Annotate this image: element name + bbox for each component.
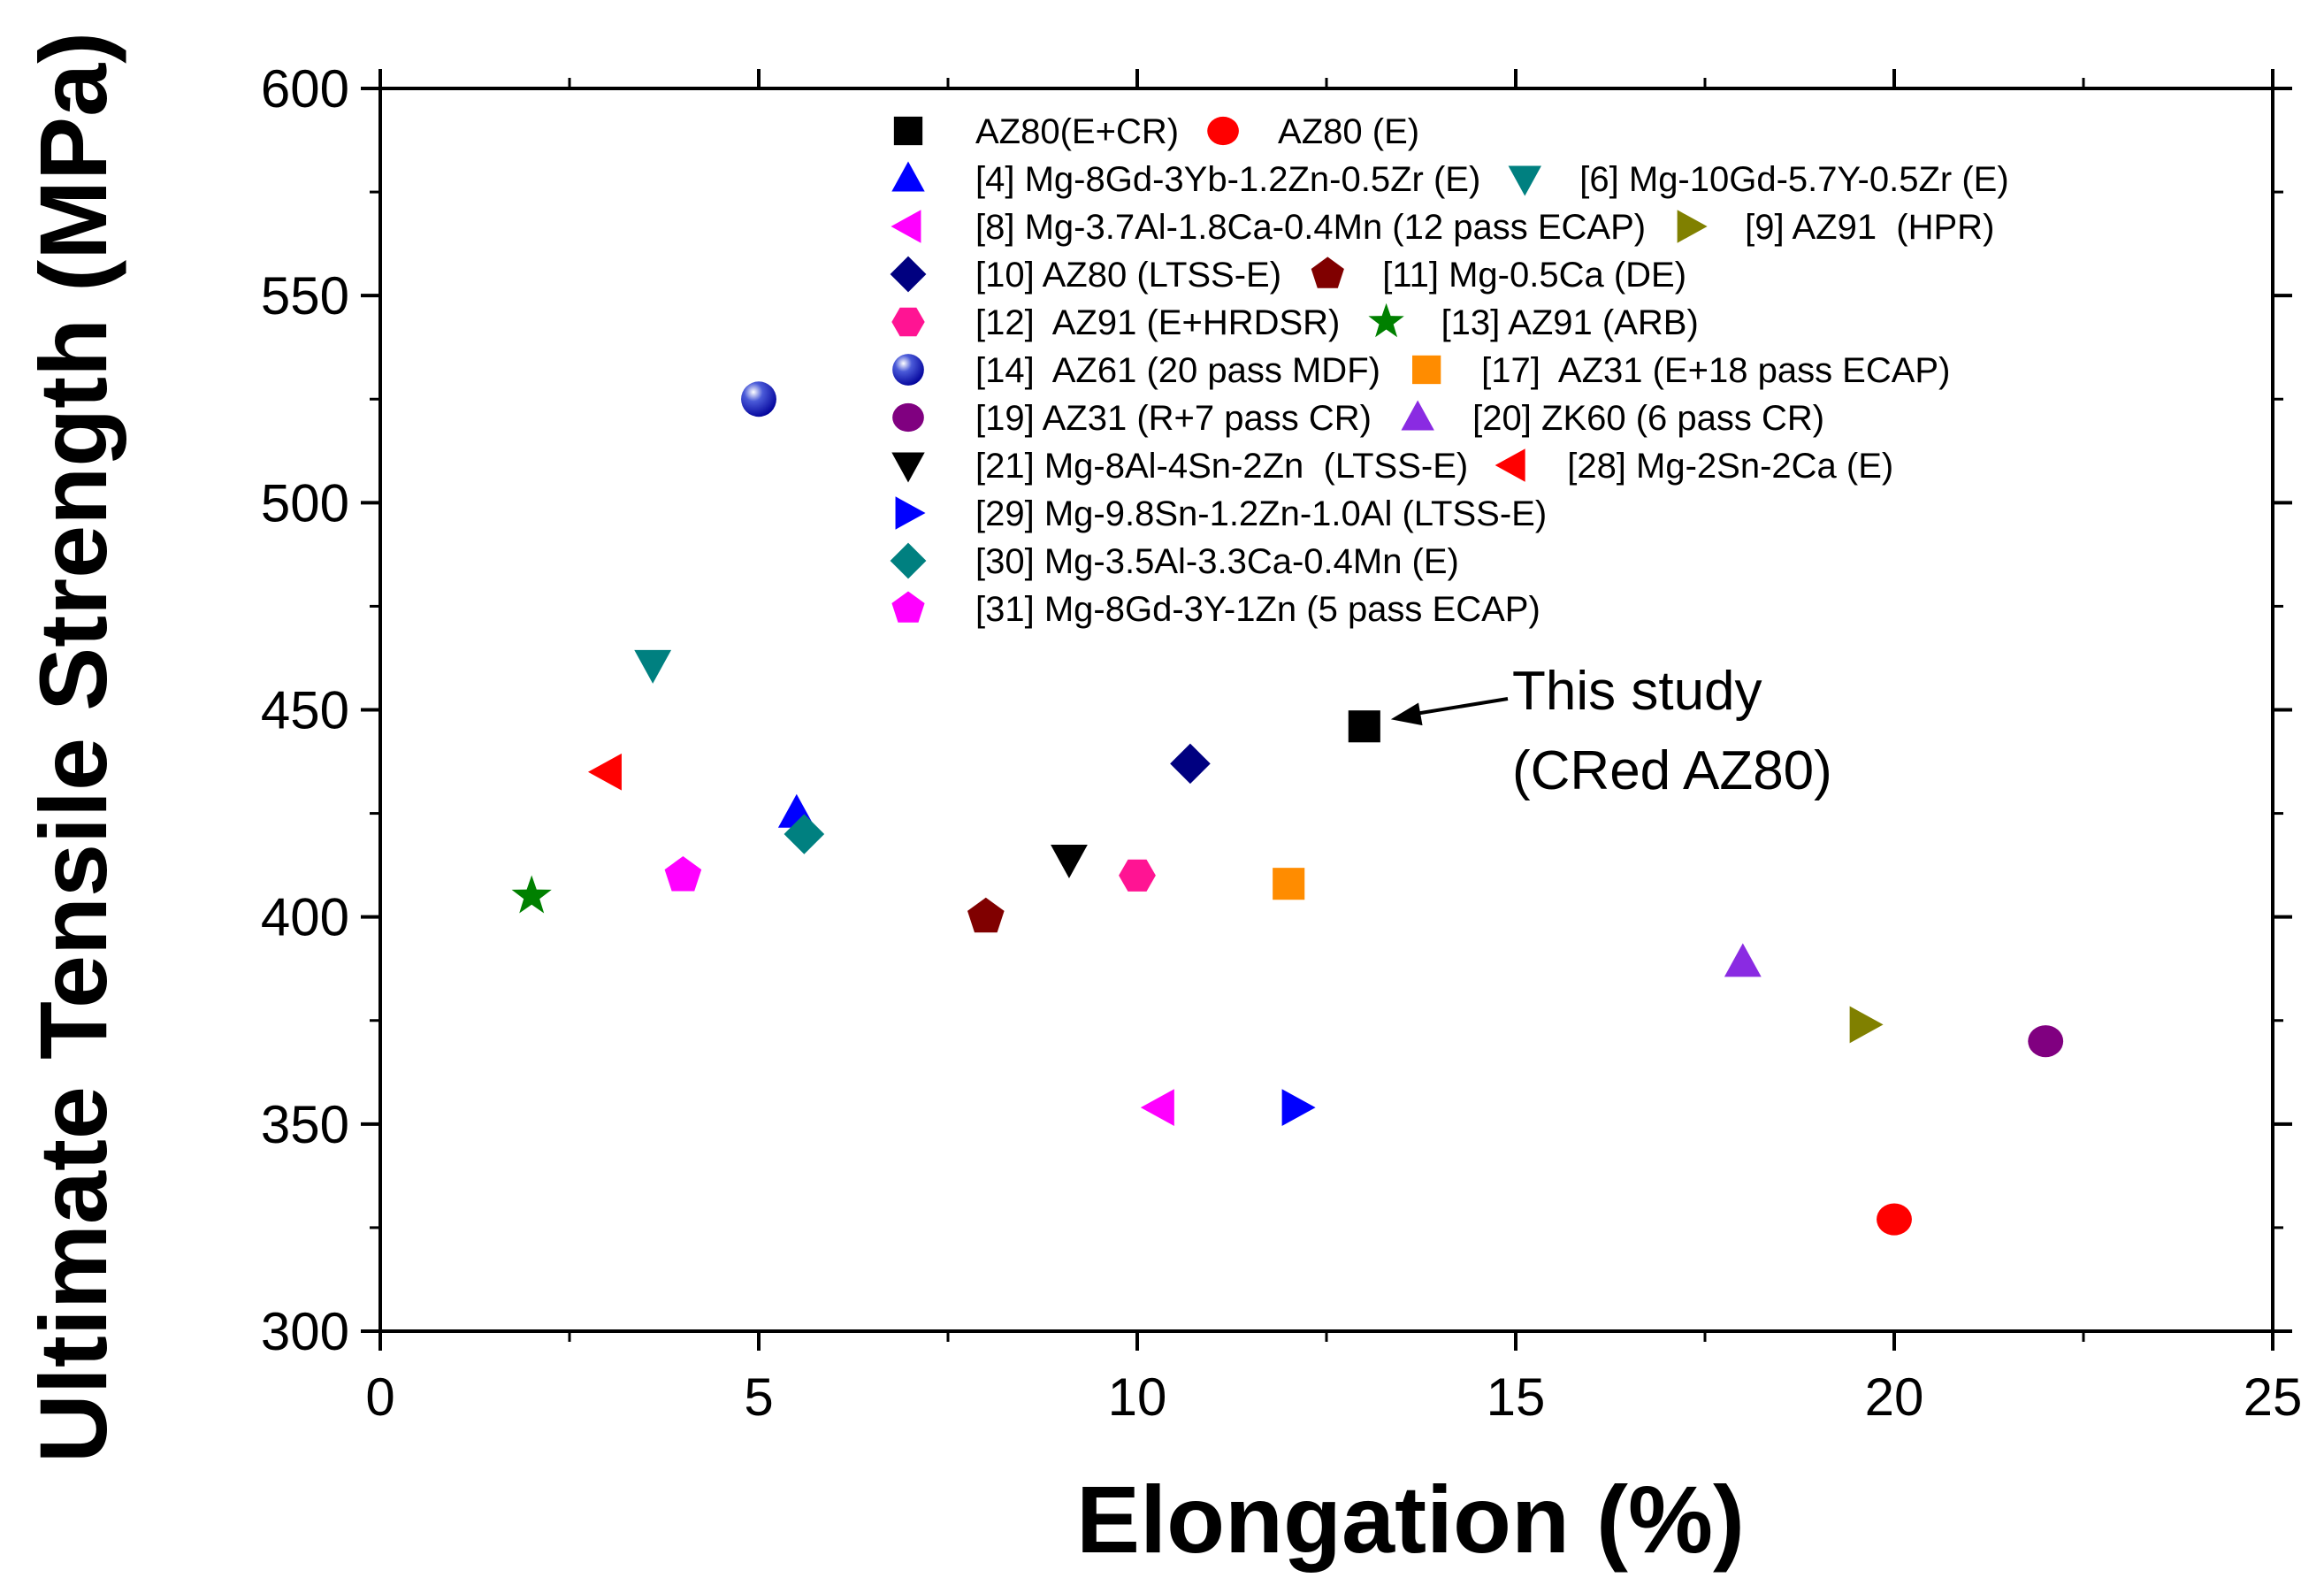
data-point	[2028, 1025, 2064, 1058]
legend-marker	[895, 496, 926, 530]
legend-marker	[1311, 257, 1344, 288]
legend-marker	[891, 452, 925, 483]
x-tick-label: 5	[744, 1367, 773, 1427]
data-point	[1140, 1089, 1174, 1126]
annotation: This study (CRed AZ80)	[1390, 661, 1832, 801]
data-point	[784, 814, 825, 854]
legend-marker	[891, 210, 921, 243]
y-tick-label: 500	[261, 473, 349, 532]
legend-label: [21] Mg-8Al-4Sn-2Zn (LTSS-E)	[975, 447, 1468, 486]
legend-label: [13] AZ91 (ARB)	[1441, 303, 1699, 342]
data-point	[587, 753, 622, 791]
legend-marker	[890, 256, 927, 293]
x-axis-title: Elongation (%)	[1076, 1466, 1745, 1573]
data-points	[511, 381, 2064, 1236]
legend-marker	[890, 542, 927, 579]
legend-label: [12] AZ91 (E+HRDSR)	[975, 303, 1340, 342]
data-point	[1849, 1006, 1884, 1044]
data-point	[511, 875, 552, 914]
legend-label: [29] Mg-9.8Sn-1.2Zn-1.0Al (LTSS-E)	[975, 494, 1547, 533]
y-tick-label: 450	[261, 681, 349, 740]
data-point	[967, 897, 1005, 933]
legend-marker	[1412, 355, 1441, 385]
legend-label: [20] ZK60 (6 pass CR)	[1472, 399, 1824, 438]
legend-marker	[891, 161, 925, 192]
annotation-arrow-head	[1390, 702, 1423, 726]
data-point	[1170, 743, 1211, 785]
legend-label: [14] AZ61 (20 pass MDF)	[975, 351, 1380, 390]
x-tick-label: 10	[1108, 1367, 1167, 1427]
x-tick-label: 0	[365, 1367, 394, 1427]
legend-marker	[1401, 400, 1434, 431]
legend-marker	[891, 591, 925, 623]
data-point	[741, 381, 776, 417]
legend-label: [28] Mg-2Sn-2Ca (E)	[1567, 447, 1893, 486]
annotation-text: (CRed AZ80)	[1512, 740, 1832, 801]
data-point	[1348, 710, 1380, 743]
x-tick-label: 25	[2244, 1367, 2303, 1427]
legend-label: AZ80(E+CR)	[975, 112, 1179, 151]
legend-label: [9] AZ91 (HPR)	[1745, 208, 1994, 247]
y-tick-label: 350	[261, 1095, 349, 1154]
data-point	[1724, 943, 1762, 977]
legend-label: [8] Mg-3.7Al-1.8Ca-0.4Mn (12 pass ECAP)	[975, 208, 1646, 247]
legend-label: [6] Mg-10Gd-5.7Y-0.5Zr (E)	[1579, 160, 2008, 199]
data-point	[1877, 1203, 1912, 1236]
data-point	[1281, 1089, 1316, 1126]
legend-label: AZ80 (E)	[1278, 112, 1419, 151]
legend-label: [17] AZ31 (E+18 pass ECAP)	[1481, 351, 1950, 390]
annotation-text: This study	[1512, 661, 1762, 722]
y-tick-label: 550	[261, 266, 349, 325]
legend-marker	[1495, 448, 1525, 482]
annotation-arrow-line	[1403, 697, 1509, 718]
x-tick-label: 15	[1487, 1367, 1546, 1427]
y-axis-title: Ultimate Tensile Strength (MPa)	[19, 32, 126, 1463]
legend-label: [4] Mg-8Gd-3Yb-1.2Zn-0.5Zr (E)	[975, 160, 1480, 199]
axes: 0 5 10 15 20 25 300 350 400 450 500 550 600	[261, 59, 2302, 1427]
legend-marker	[1207, 116, 1239, 146]
legend-label: [19] AZ31 (R+7 pass CR)	[975, 399, 1372, 438]
legend-marker	[892, 354, 924, 386]
data-point	[1273, 868, 1305, 900]
legend-marker	[1368, 303, 1404, 338]
data-point	[1119, 859, 1156, 892]
legend-marker	[893, 116, 923, 146]
y-tick-label: 300	[261, 1302, 349, 1361]
x-tick-label: 20	[1865, 1367, 1924, 1427]
legend-marker	[892, 402, 924, 433]
y-tick-label: 600	[261, 59, 349, 119]
data-point	[634, 649, 672, 684]
legend-marker	[891, 307, 925, 337]
legend-label: [31] Mg-8Gd-3Y-1Zn (5 pass ECAP)	[975, 590, 1540, 629]
data-point	[1051, 844, 1088, 878]
legend: AZ80(E+CR) AZ80 (E) [4] Mg-8Gd-3Yb-1.2Zn-0…	[890, 112, 2009, 629]
y-tick-label: 400	[261, 888, 349, 947]
legend-marker	[1677, 210, 1708, 243]
data-point	[664, 856, 702, 892]
legend-label: [10] AZ80 (LTSS-E)	[975, 256, 1281, 295]
legend-label: [30] Mg-3.5Al-3.3Ca-0.4Mn (E)	[975, 542, 1459, 581]
legend-label: [11] Mg-0.5Ca (DE)	[1382, 256, 1686, 295]
legend-marker	[1508, 165, 1541, 196]
